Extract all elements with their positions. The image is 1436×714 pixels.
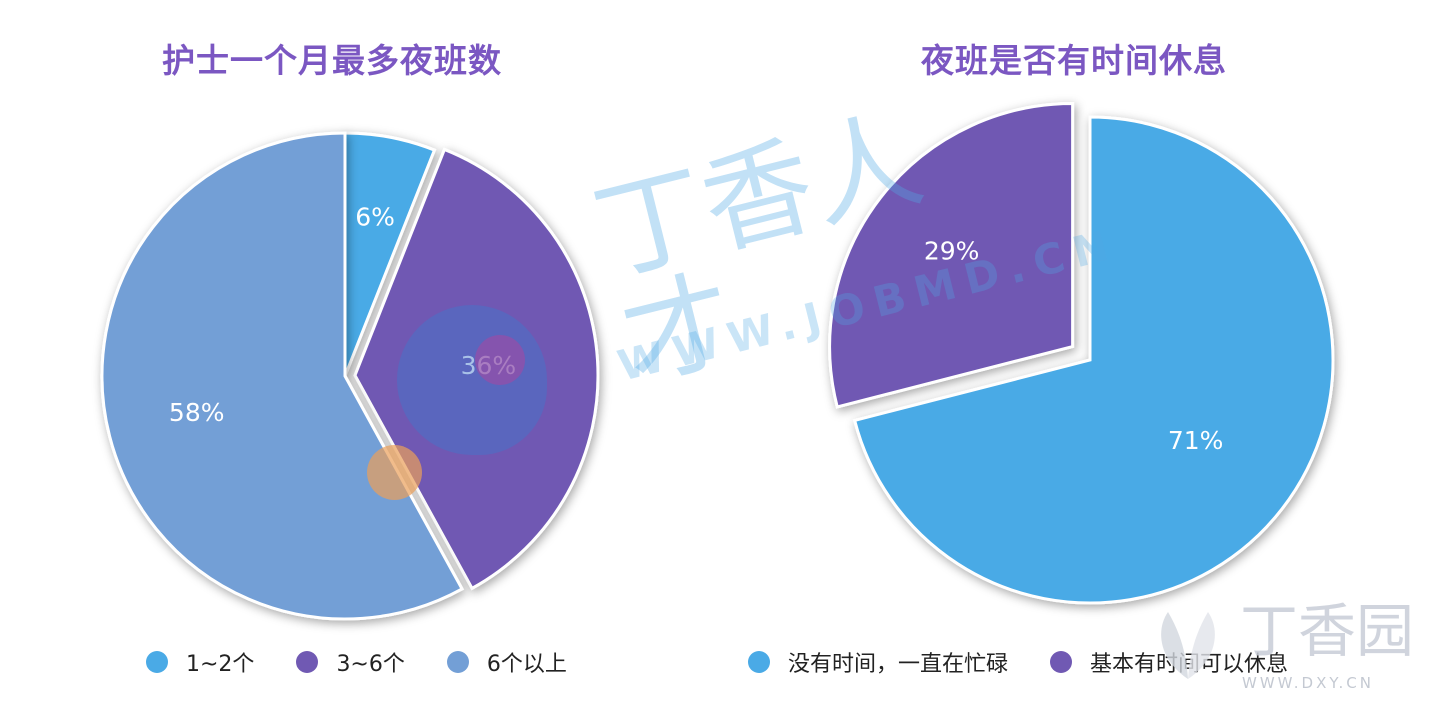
pie-left: 6% 36% 58% xyxy=(100,131,600,621)
pie-slice-1 xyxy=(852,115,1335,605)
slice-label-1: 6% xyxy=(355,202,395,231)
chart-left: 护士一个月最多夜班数 6% 36% 58% 1~2个 3~6个 6个以上 xyxy=(100,41,600,678)
legend-item-1: 没有时间，一直在忙碌 xyxy=(748,646,1008,678)
legend-left: 1~2个 3~6个 6个以上 xyxy=(146,646,567,678)
legend-dot-icon xyxy=(1050,651,1073,673)
legend-label: 3~6个 xyxy=(336,652,405,677)
pie-right: 71% 29% xyxy=(828,102,1335,605)
legend-item-2: 3~6个 xyxy=(296,646,405,678)
slice-label-3: 58% xyxy=(169,398,225,427)
pie-slice-2 xyxy=(828,102,1075,409)
legend-dot-icon xyxy=(748,651,770,673)
legend-label: 基本有时间可以休息 xyxy=(1090,652,1289,677)
chart-right: 夜班是否有时间休息 71% 29% 没有时间，一直在忙碌 基本有时间可以休息 xyxy=(718,0,1436,714)
legend-dot-icon xyxy=(146,651,168,673)
legend-dot-icon xyxy=(296,651,319,673)
legend-item-3: 6个以上 xyxy=(446,646,567,678)
legend-dot-icon xyxy=(446,651,469,673)
legend-item-2: 基本有时间可以休息 xyxy=(1050,646,1288,678)
chart-title-right: 夜班是否有时间休息 xyxy=(921,41,1227,80)
legend-item-1: 1~2个 xyxy=(146,646,254,678)
legend-label: 6个以上 xyxy=(486,652,567,677)
legend-label: 没有时间，一直在忙碌 xyxy=(788,652,1009,677)
slice-label-2: 36% xyxy=(461,351,517,380)
legend-label: 1~2个 xyxy=(186,652,255,677)
chart-title-left: 护士一个月最多夜班数 xyxy=(162,41,502,80)
slice-label-2: 29% xyxy=(924,237,980,266)
legend-right: 没有时间，一直在忙碌 基本有时间可以休息 xyxy=(748,646,1288,678)
slice-label-1: 71% xyxy=(1168,426,1224,455)
